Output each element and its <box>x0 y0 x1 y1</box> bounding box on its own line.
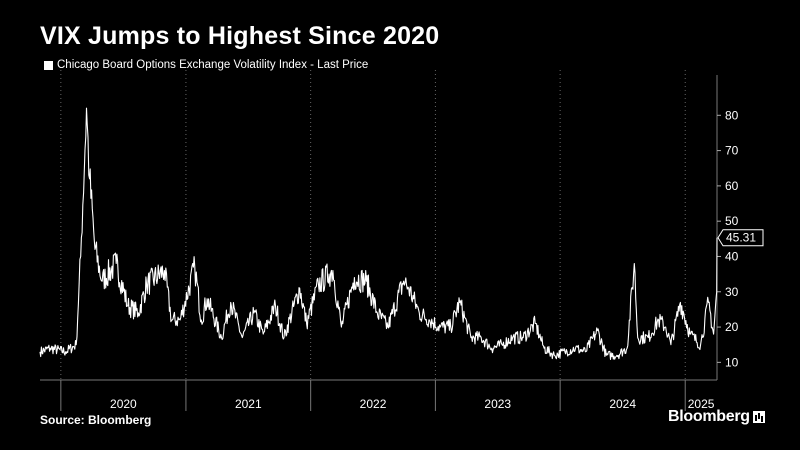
y-tick-label-80: 80 <box>725 108 739 122</box>
vix-series-line <box>39 107 718 360</box>
x-tick-label-2022: 2022 <box>360 397 387 411</box>
x-tick-label-2020: 2020 <box>110 397 137 411</box>
y-tick-label-40: 40 <box>725 249 739 263</box>
x-tick-label-2024: 2024 <box>609 397 636 411</box>
last-value-label: 45.31 <box>726 231 756 245</box>
legend: Chicago Board Options Exchange Volatilit… <box>44 59 368 71</box>
y-tick-label-20: 20 <box>725 320 739 334</box>
y-tick-label-50: 50 <box>725 214 739 228</box>
bloomberg-logo: Bloomberg <box>668 408 765 426</box>
y-tick-label-30: 30 <box>725 285 739 299</box>
bloomberg-wordmark: Bloomberg <box>668 408 750 425</box>
chart-title: VIX Jumps to Highest Since 2020 <box>40 22 440 50</box>
legend-swatch <box>44 60 53 70</box>
x-tick-label-2023: 2023 <box>484 397 511 411</box>
x-tick-label-2021: 2021 <box>235 397 262 411</box>
y-tick-label-60: 60 <box>725 179 739 193</box>
legend-label: Chicago Board Options Exchange Volatilit… <box>57 59 369 71</box>
y-tick-label-10: 10 <box>725 355 739 369</box>
bloomberg-chart-icon <box>752 411 765 423</box>
last-value-callout <box>717 229 764 247</box>
y-tick-label-70: 70 <box>725 144 739 158</box>
source-note: Source: Bloomberg <box>40 413 152 427</box>
x-tick-label-2025: 2025 <box>688 397 715 411</box>
